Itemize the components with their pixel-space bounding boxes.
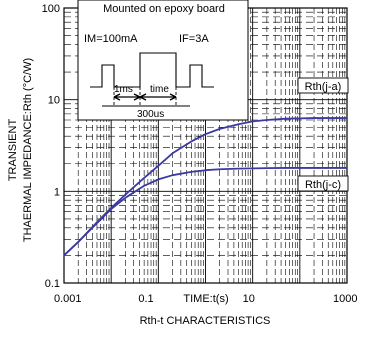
series-name-rth-ja: Rth(j-a) xyxy=(305,81,342,93)
pulse-waveform xyxy=(90,52,214,88)
t2-arrow xyxy=(139,93,177,101)
t1-arrow xyxy=(113,93,141,101)
series-label-rth-jc: Rth(j-c) xyxy=(297,175,349,192)
y-tick-label: 10 xyxy=(48,95,60,107)
period-label: 300us xyxy=(137,109,164,120)
x-tick-label: 0.1 xyxy=(138,293,153,305)
if-label: IF=3A xyxy=(179,33,209,45)
y-axis-label-line2: THAERMAL IMPEDANCE:Rth (°C/W) xyxy=(22,58,34,242)
series-label-rth-ja: Rth(j-a) xyxy=(297,77,349,94)
chart-title: Rth-t CHARACTERISTICS xyxy=(140,315,271,327)
y-tick-labels: 100 10 1 0.1 xyxy=(42,3,60,290)
series-name-rth-jc: Rth(j-c) xyxy=(305,179,341,191)
series-line-rth-jc xyxy=(63,167,347,257)
x-tick-labels: 0.001 0.1 10 1000 xyxy=(54,293,357,305)
y-axis-label-line1: TRANSIENT xyxy=(7,119,19,182)
inset-title: Mounted on epoxy board xyxy=(103,3,225,15)
y-tick-label: 1 xyxy=(54,186,60,198)
t2-label: time xyxy=(150,84,169,95)
inset-box xyxy=(77,0,249,121)
x-axis-label: TIME:t(s) xyxy=(183,293,228,305)
x-tick-label: 0.001 xyxy=(54,293,82,305)
series-curves xyxy=(63,117,347,257)
x-tick-label: 10 xyxy=(243,293,255,305)
y-tick-label: 100 xyxy=(42,3,60,15)
im-label: IM=100mA xyxy=(84,33,138,45)
x-tick-label: 1000 xyxy=(333,293,357,305)
t1-label: 1ms xyxy=(114,84,133,95)
series-line-rth-ja xyxy=(63,117,347,257)
measurement-inset: Mounted on epoxy board IM=100mA IF=3A 1m… xyxy=(77,0,249,121)
y-tick-label: 0.1 xyxy=(45,278,60,290)
